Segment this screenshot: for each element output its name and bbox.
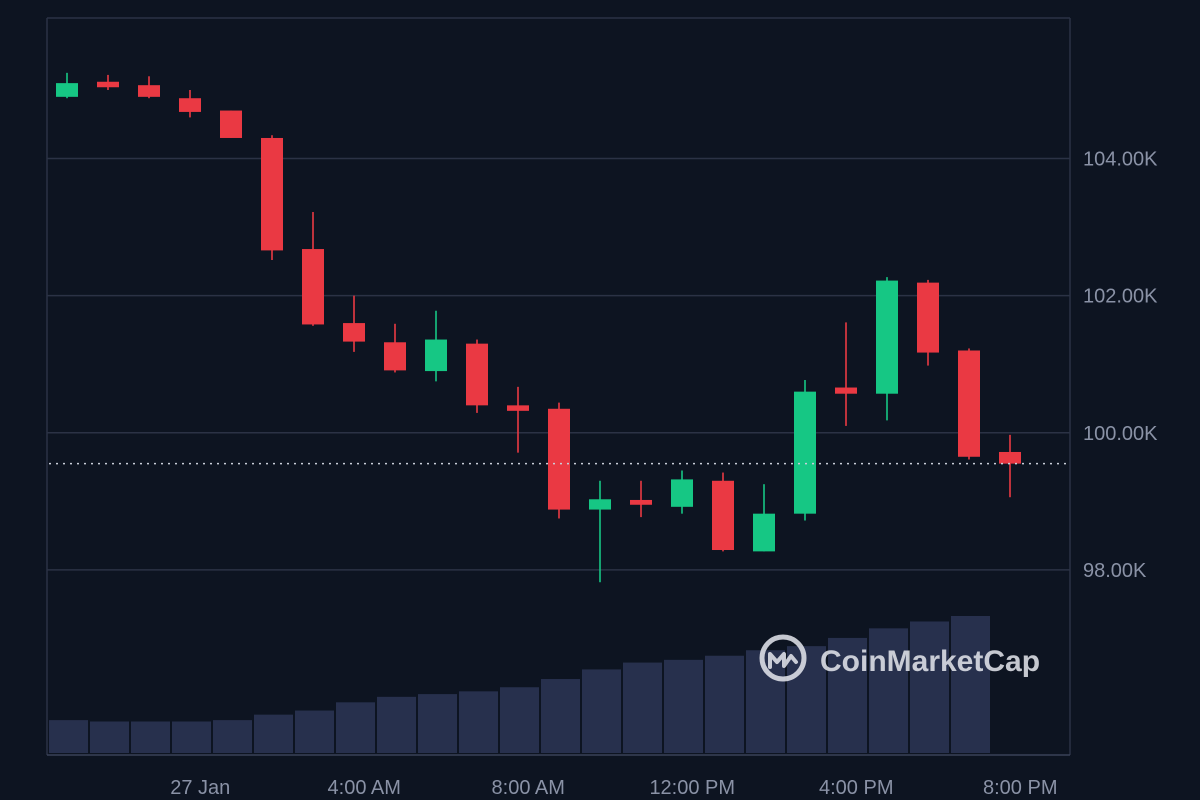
candle-body (548, 408, 570, 510)
volume-bar (213, 720, 252, 753)
y-tick-label: 98.00K (1083, 560, 1147, 582)
volume-bar (541, 679, 580, 753)
volume-bar (254, 714, 293, 753)
candle-body (425, 339, 447, 372)
volume-bar (869, 628, 908, 753)
candle-body (876, 280, 898, 394)
volume-bar (418, 694, 457, 753)
volume-bar (377, 696, 416, 753)
candle-body (671, 479, 693, 507)
candle-body (343, 323, 365, 342)
candle-down (917, 279, 939, 366)
candle-body (56, 83, 78, 97)
candle-down (630, 480, 652, 518)
candle-body (630, 499, 652, 505)
candle-up (425, 310, 447, 382)
candle-body (958, 350, 980, 457)
candle-up (753, 484, 775, 552)
y-tick-label: 102.00K (1083, 286, 1158, 308)
volume-bar (828, 637, 867, 753)
volume-bar (623, 662, 662, 753)
x-tick-label: 27 Jan (170, 777, 230, 799)
candle-up (794, 379, 816, 521)
candle-body (220, 110, 242, 138)
coinmarketcap-watermark: CoinMarketCap (759, 634, 1040, 682)
candle-down (999, 434, 1021, 498)
x-tick-label: 8:00 AM (492, 777, 565, 799)
candle-body (835, 387, 857, 394)
candle-body (179, 98, 201, 112)
volume-bar (705, 655, 744, 753)
x-tick-label: 4:00 PM (819, 777, 893, 799)
y-tick-label: 100.00K (1083, 423, 1158, 445)
candle-down (548, 402, 570, 519)
volume-bar (172, 721, 211, 753)
candle-down (179, 89, 201, 118)
volume-bar (49, 720, 88, 753)
candle-up (876, 277, 898, 421)
candle-body (302, 249, 324, 325)
candle-body (261, 137, 283, 251)
volume-bar (582, 669, 621, 753)
candle-down (712, 472, 734, 552)
candle-body (466, 343, 488, 406)
candle-body (917, 282, 939, 353)
candlesticks (56, 72, 1021, 583)
volume-bar (910, 621, 949, 753)
volume-bar (295, 710, 334, 753)
volume-bar (951, 616, 990, 753)
candle-body (384, 342, 406, 371)
candle-down (261, 135, 283, 261)
candle-body (794, 391, 816, 514)
volume-bar (336, 702, 375, 753)
candle-body (753, 513, 775, 552)
y-axis-labels: 98.00K 100.00K 102.00K 104.00K (1083, 149, 1158, 582)
plot-frame (46, 17, 1071, 756)
candle-up (589, 480, 611, 583)
candle-down (343, 295, 365, 352)
volume-bar (90, 721, 129, 753)
volume-bar (787, 646, 826, 753)
x-axis-labels: 27 Jan 4:00 AM 8:00 AM 12:00 PM 4:00 PM 8:00 … (170, 777, 1057, 799)
watermark-text: CoinMarketCap (820, 645, 1040, 678)
candle-body (97, 81, 119, 88)
coinmarketcap-logo-icon (759, 634, 807, 682)
candle-down (958, 348, 980, 460)
candle-up (56, 72, 78, 99)
x-tick-label: 12:00 PM (649, 777, 735, 799)
volume-bar (459, 691, 498, 753)
candle-down (302, 212, 324, 326)
candle-body (712, 480, 734, 551)
candle-body (138, 85, 160, 97)
candle-down (220, 110, 242, 138)
candle-body (589, 499, 611, 510)
volume-bar (131, 721, 170, 753)
x-tick-label: 8:00 PM (983, 777, 1057, 799)
candle-down (138, 76, 160, 99)
candle-down (507, 386, 529, 453)
volume-bars (49, 616, 990, 753)
candle-body (999, 451, 1021, 464)
candle-body (507, 405, 529, 411)
candle-down (835, 322, 857, 426)
x-tick-label: 4:00 AM (328, 777, 401, 799)
candle-down (97, 74, 119, 90)
candle-down (466, 339, 488, 413)
candle-down (384, 323, 406, 373)
volume-bar (664, 659, 703, 753)
candle-up (671, 470, 693, 514)
volume-bar (500, 687, 539, 753)
y-tick-label: 104.00K (1083, 149, 1158, 171)
